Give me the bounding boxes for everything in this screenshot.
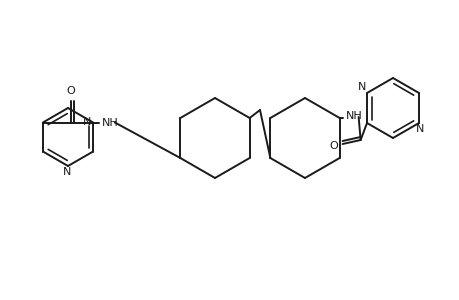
Text: O: O [67,85,75,95]
Text: NH: NH [345,111,362,121]
Text: O: O [328,141,337,151]
Text: N: N [83,116,91,127]
Text: N: N [63,167,71,177]
Text: N: N [415,124,423,134]
Text: N: N [357,82,365,92]
Text: NH: NH [101,118,118,128]
